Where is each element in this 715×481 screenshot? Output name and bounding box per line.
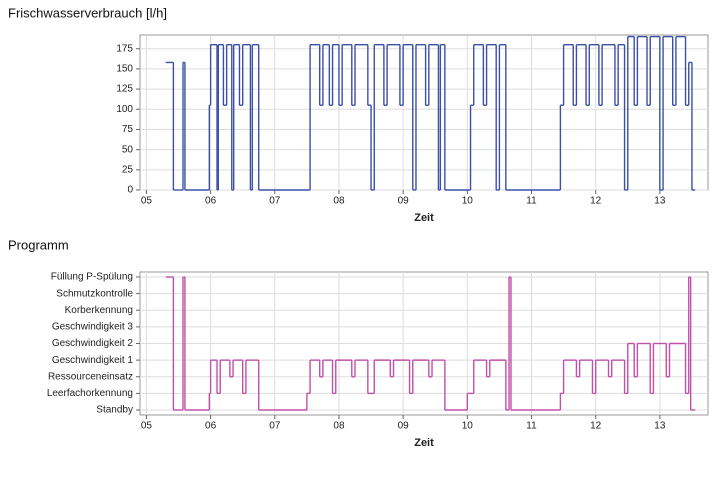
x-axis-title: Zeit (414, 212, 434, 224)
y-tick-label: Leerfachorkennung (47, 388, 133, 399)
y-tick-label: 100 (116, 104, 133, 115)
chart-title: Programm (8, 237, 69, 252)
x-tick-label: 07 (269, 421, 281, 432)
x-tick-label: 05 (141, 421, 153, 432)
y-tick-label: 125 (116, 84, 133, 95)
x-tick-label: 11 (526, 421, 537, 432)
y-tick-label: Korberkennung (65, 305, 133, 316)
y-tick-label: Geschwindigkeit 2 (52, 338, 134, 349)
x-tick-label: 08 (333, 421, 345, 432)
y-tick-label: Ressourceneinsatz (48, 371, 133, 382)
chart-title: Frischwasserverbrauch [l/h] (8, 5, 167, 20)
y-tick-label: Geschwindigkeit 3 (52, 322, 134, 333)
x-tick-label: 12 (590, 421, 602, 432)
x-axis-title: Zeit (414, 437, 434, 449)
plot-area (139, 34, 709, 191)
y-tick-label: 175 (116, 43, 133, 54)
x-tick-label: 08 (333, 196, 345, 207)
y-tick-label: 150 (116, 64, 133, 75)
x-tick-label: 09 (398, 421, 410, 432)
x-tick-label: 13 (654, 196, 666, 207)
y-tick-label: Geschwindigkeit 1 (52, 355, 134, 366)
y-tick-label: 25 (122, 164, 134, 175)
y-tick-label: 75 (122, 124, 134, 135)
x-tick-label: 06 (205, 421, 217, 432)
x-tick-label: 13 (654, 421, 666, 432)
y-tick-label: Standby (96, 405, 133, 416)
y-tick-label: Füllung P-Spülung (51, 272, 133, 283)
x-tick-label: 12 (590, 196, 602, 207)
x-tick-label: 07 (269, 196, 281, 207)
x-tick-label: 10 (462, 196, 474, 207)
x-tick-label: 09 (398, 196, 410, 207)
y-tick-label: 50 (122, 144, 134, 155)
x-tick-label: 11 (526, 196, 537, 207)
y-tick-label: Schmutzkontrolle (56, 288, 133, 299)
x-tick-label: 10 (462, 421, 474, 432)
y-tick-label: 0 (127, 185, 133, 196)
x-tick-label: 05 (141, 196, 153, 207)
x-tick-label: 06 (205, 196, 217, 207)
